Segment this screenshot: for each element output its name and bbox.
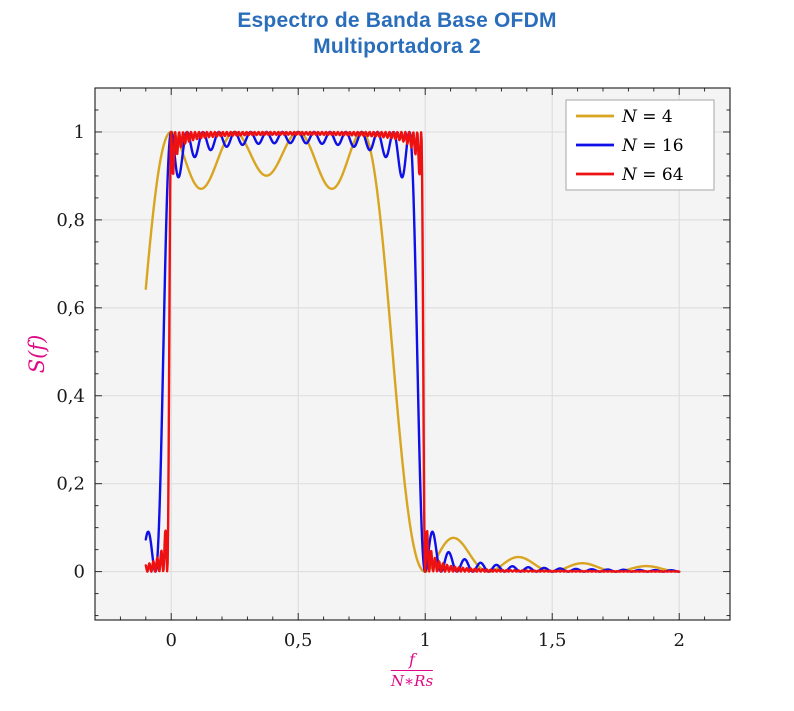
plot-border: [94, 87, 731, 621]
x-tick-label: 1,5: [538, 630, 567, 651]
y-tick-label: 0,4: [56, 386, 85, 407]
chart-title-line2: Multiportadora 2: [313, 35, 481, 58]
y-axis-label: S(f): [25, 334, 49, 374]
x-tick-label: 2: [673, 630, 684, 651]
legend-entry-label: N = 4: [621, 107, 673, 127]
x-tick-labels: 0 0,5 1 1,5 2: [165, 630, 684, 651]
legend: N = 4 N = 16 N = 64: [565, 99, 715, 191]
legend-entry-label: N = 64: [621, 165, 684, 185]
chart-title: Espectro de Banda Base OFDM Multiportado…: [0, 8, 794, 60]
grid-lines: [95, 88, 730, 620]
y-tick-labels: 0 0,2 0,4 0,6 0,8 1: [56, 122, 85, 583]
y-tick-label: 0,8: [56, 210, 85, 231]
x-tick-label: 1: [419, 630, 430, 651]
x-axis-label-numerator: f: [390, 650, 434, 671]
series-curves: [144, 130, 681, 573]
x-axis-label-denominator: N∗Rs: [390, 672, 434, 690]
y-tick-label: 0,2: [56, 474, 85, 495]
y-tick-label: 0,6: [56, 298, 85, 319]
legend-entry-label: N = 16: [621, 136, 684, 156]
x-axis-label: f N∗Rs: [390, 650, 434, 690]
y-tick-label: 1: [74, 122, 85, 143]
x-axis-label-fraction: f N∗Rs: [390, 650, 434, 690]
chart-title-line1: Espectro de Banda Base OFDM: [237, 9, 557, 32]
x-tick-label: 0,5: [284, 630, 313, 651]
x-tick-label: 0: [165, 630, 176, 651]
y-tick-label: 0: [74, 562, 85, 583]
series-curve-N-64: [144, 130, 681, 573]
